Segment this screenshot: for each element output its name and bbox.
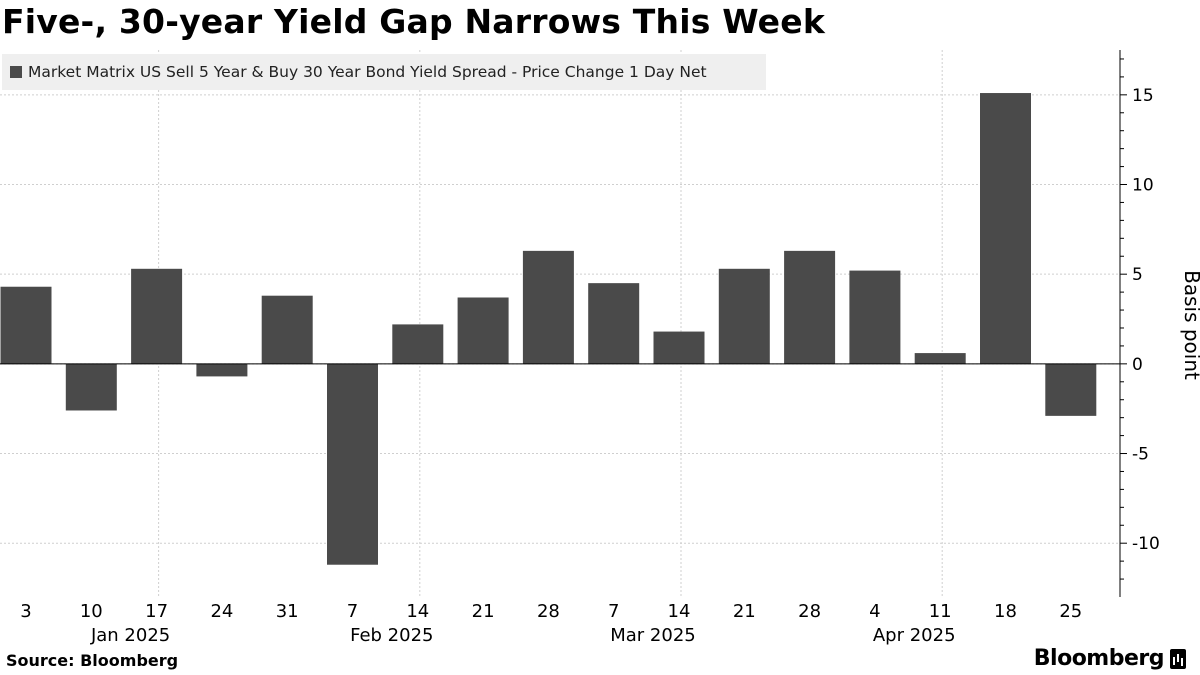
y-tick-label: 0	[1132, 355, 1143, 375]
bar-chart-icon	[1170, 648, 1186, 669]
x-tick-label: 11	[929, 601, 952, 622]
x-tick-label: 25	[1059, 601, 1082, 622]
y-tick-label: 15	[1132, 86, 1154, 106]
month-label: Feb 2025	[350, 625, 433, 646]
x-tick-label: 24	[210, 601, 233, 622]
bar	[588, 283, 640, 364]
y-tick-label: 5	[1132, 265, 1143, 285]
y-tick-label: 10	[1132, 176, 1154, 196]
x-tick-label: 31	[276, 601, 299, 622]
x-tick-label: 4	[869, 601, 880, 622]
x-tick-label: 14	[406, 601, 429, 622]
x-axis: 3 10 17 24 31 7 14 21 28 7 14 21 28 4 11 18 25 Jan 2025 Fe…	[20, 601, 1082, 646]
bar	[718, 268, 770, 364]
x-tick-label: 7	[608, 601, 619, 622]
bars	[0, 93, 1120, 565]
bar	[784, 250, 836, 364]
y-axis: 15 10 5 0 -5 -10	[1119, 50, 1160, 597]
x-tick-label: 18	[994, 601, 1017, 622]
month-label: Jan 2025	[90, 625, 170, 646]
month-label: Apr 2025	[873, 625, 956, 646]
bar	[849, 270, 901, 364]
legend-swatch	[10, 66, 22, 78]
x-tick-label: 10	[80, 601, 103, 622]
x-tick-label: 28	[798, 601, 821, 622]
x-tick-label: 3	[20, 601, 31, 622]
brand-name: Bloomberg	[1033, 646, 1165, 671]
x-tick-label: 21	[472, 601, 495, 622]
x-tick-label: 7	[347, 601, 358, 622]
bar	[1045, 363, 1097, 416]
y-tick-label: -5	[1132, 445, 1149, 465]
bar	[392, 324, 444, 364]
x-tick-label: 28	[537, 601, 560, 622]
bar	[131, 268, 183, 364]
x-tick-label: 14	[668, 601, 691, 622]
bar	[65, 363, 117, 411]
bar	[457, 297, 509, 364]
bar	[0, 286, 52, 364]
bar	[522, 250, 574, 364]
bar	[196, 363, 248, 377]
bloomberg-logo: Bloomberg	[1034, 646, 1186, 671]
bar	[327, 363, 378, 565]
bar	[653, 331, 705, 364]
legend-label: Market Matrix US Sell 5 Year & Buy 30 Ye…	[28, 63, 707, 81]
bar	[914, 353, 966, 364]
month-label: Mar 2025	[610, 625, 696, 646]
x-tick-label: 17	[145, 601, 168, 622]
y-axis-label: Basis point	[1180, 270, 1200, 380]
x-tick-label: 21	[733, 601, 756, 622]
y-tick-label: -10	[1132, 534, 1160, 554]
source-note: Source: Bloomberg	[6, 651, 179, 670]
chart-title: Five-, 30-year Yield Gap Narrows This We…	[2, 2, 825, 41]
legend: Market Matrix US Sell 5 Year & Buy 30 Ye…	[2, 54, 766, 90]
bar	[980, 93, 1031, 364]
bar	[261, 295, 313, 364]
